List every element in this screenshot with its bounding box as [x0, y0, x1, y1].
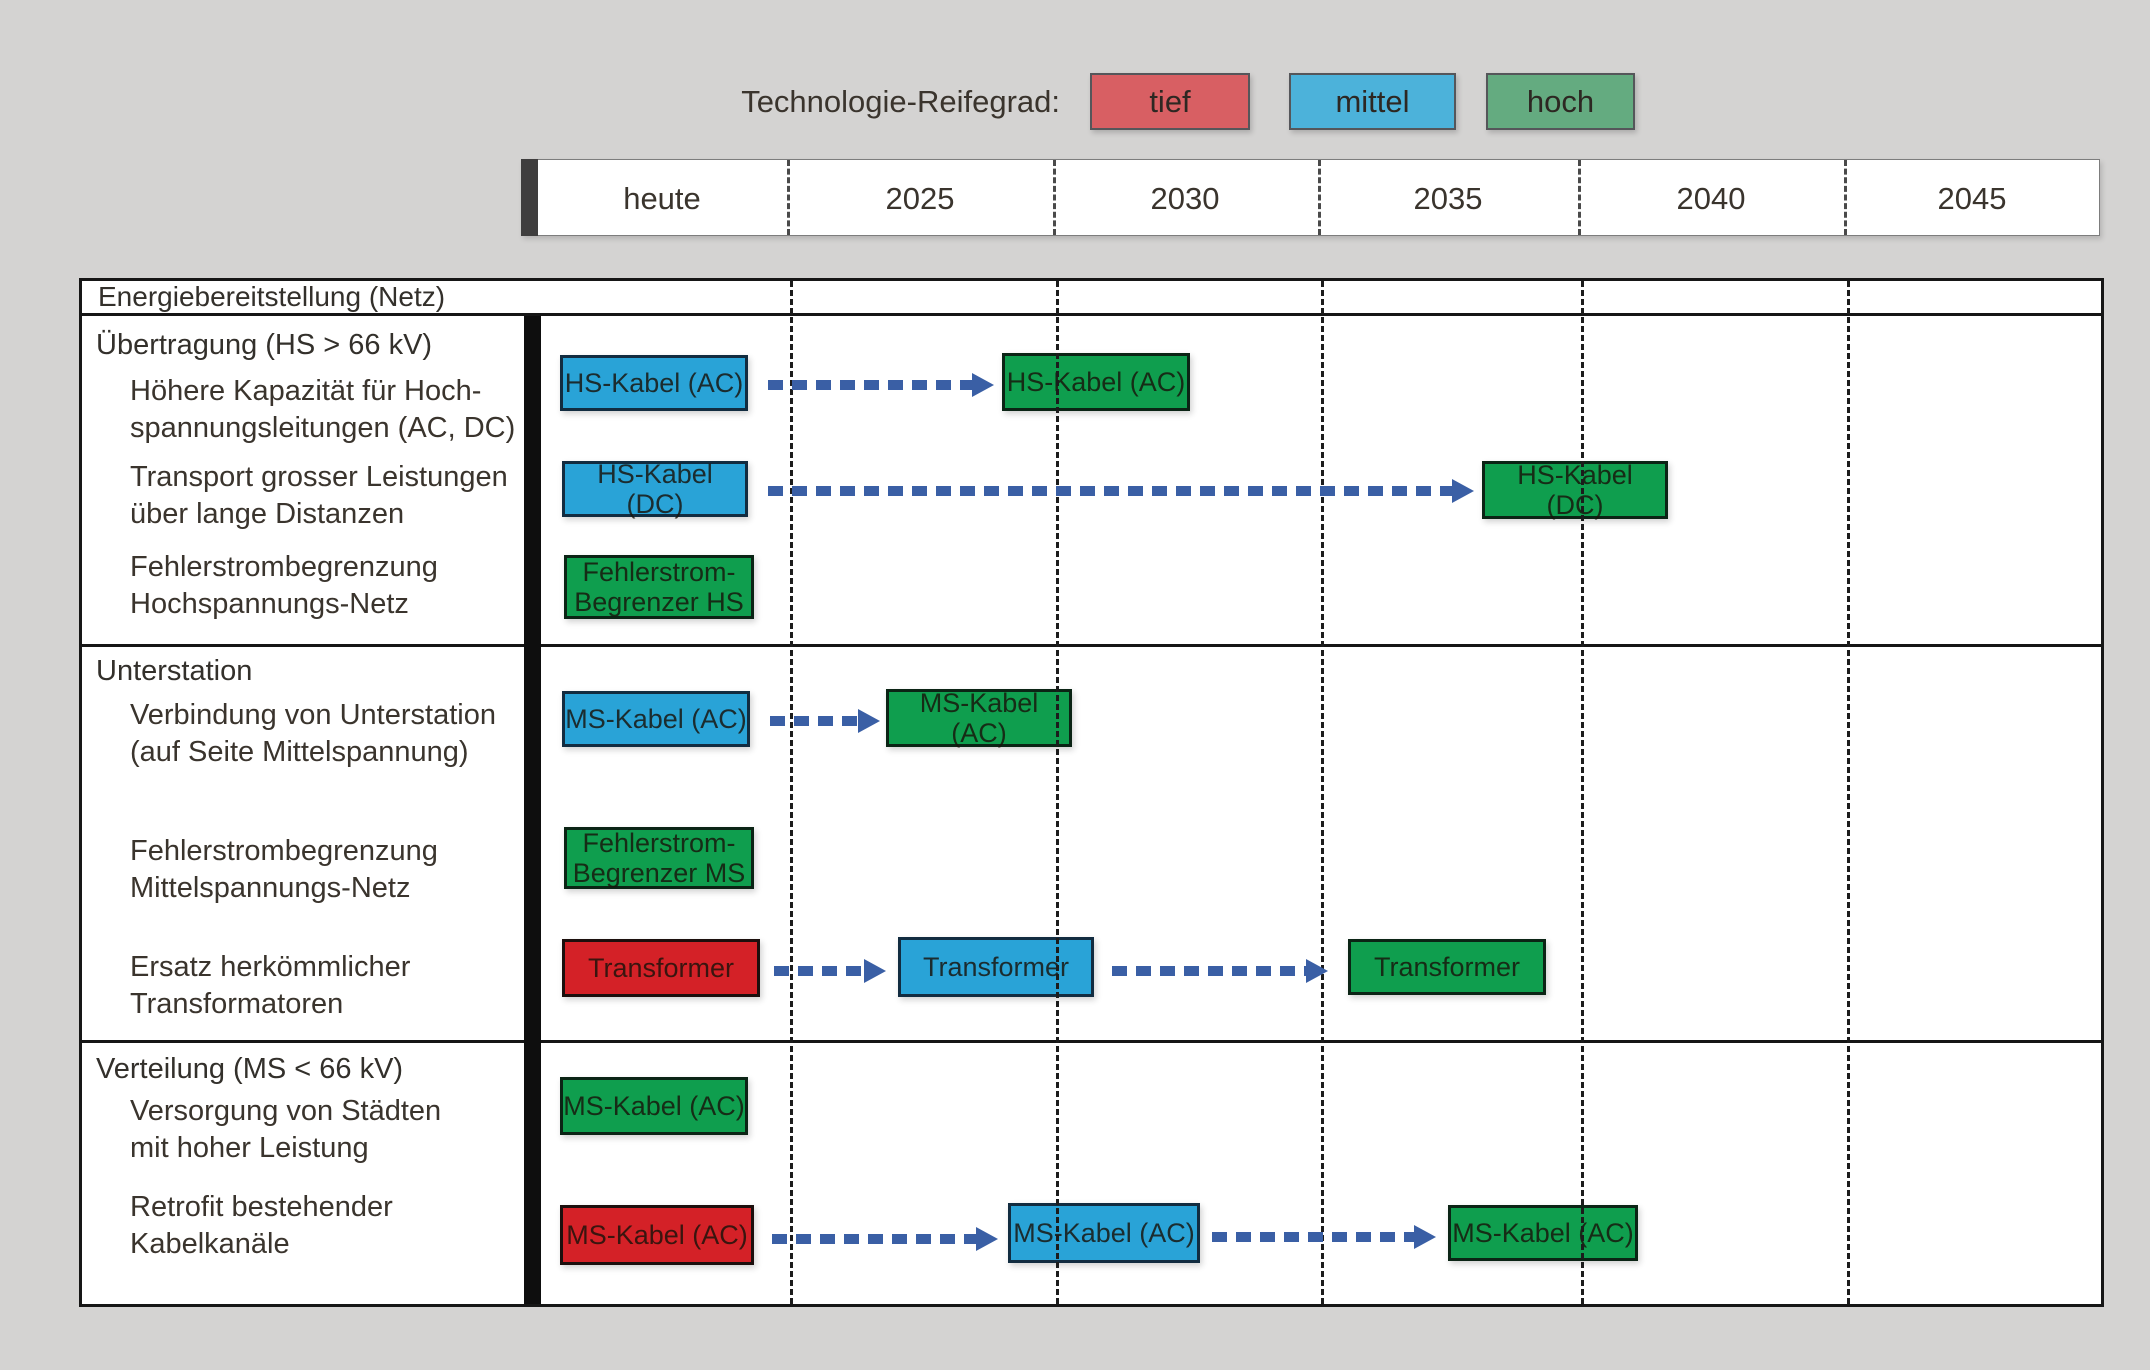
box-transformer-tief: Transformer	[562, 939, 760, 997]
arrow-retrofit-2	[1212, 1225, 1436, 1249]
row-label-fehlerstrom-ms: Fehlerstrombegrenzung Mittelspannungs-Ne…	[130, 835, 438, 905]
timeline-divider	[1318, 160, 1321, 235]
category-title: Energiebereitstellung (Netz)	[98, 281, 446, 312]
timeline-col-2045: 2045	[1937, 181, 2007, 216]
arrow-transformer-1	[774, 959, 886, 983]
box-hs-kabel-ac-hoch: HS-Kabel (AC)	[1002, 353, 1190, 411]
box-fehlerstrom-begrenzer-ms: Fehlerstrom- Begrenzer MS	[564, 827, 754, 889]
roadmap-table: Energiebereitstellung (Netz) Übertragung…	[79, 278, 2104, 1307]
timeline-col-2040: 2040	[1676, 181, 1746, 216]
timeline-col-2030: 2030	[1150, 181, 1220, 216]
box-ms-kabel-ac-tief-retrofit: MS-Kabel (AC)	[560, 1205, 754, 1265]
box-ms-kabel-ac-hoch-unterstation: MS-Kabel (AC)	[886, 688, 1072, 748]
legend-title: Technologie-Reifegrad:	[741, 84, 1060, 119]
timeline-header	[521, 159, 2100, 236]
timeline-col-heute: heute	[623, 181, 701, 216]
grid-line-2035	[1321, 281, 1324, 1304]
timeline-divider	[1578, 160, 1581, 235]
section-title-unterstation: Unterstation	[96, 655, 253, 687]
timeline-divider	[1053, 160, 1056, 235]
timeline-col-2025: 2025	[885, 181, 955, 216]
box-hs-kabel-dc-mittel: HS-Kabel (DC)	[562, 459, 748, 519]
timeline-divider	[787, 160, 790, 235]
box-hs-kabel-dc-hoch: HS-Kabel (DC)	[1482, 460, 1668, 520]
row-label-retrofit: Retrofit bestehender Kabelkanäle	[130, 1191, 393, 1261]
timeline-divider	[1844, 160, 1847, 235]
arrow-ms-kabel-ac-unterstation	[770, 709, 880, 733]
arrow-hs-kabel-ac	[768, 373, 994, 397]
timeline-col-2035: 2035	[1413, 181, 1483, 216]
section-title-uebertragung: Übertragung (HS > 66 kV)	[96, 329, 433, 361]
section-title-verteilung: Verteilung (MS < 66 kV)	[96, 1053, 404, 1085]
timeline-left-bar	[521, 159, 538, 236]
box-hs-kabel-ac-mittel: HS-Kabel (AC)	[560, 355, 748, 411]
grid-line-2025	[790, 281, 793, 1304]
legend-chip-tief: tief	[1090, 73, 1250, 130]
box-ms-kabel-ac-hoch-versorgung: MS-Kabel (AC)	[560, 1077, 748, 1135]
row-label-transport: Transport grosser Leistungen über lange …	[130, 461, 508, 531]
row-label-ersatz-transformatoren: Ersatz herkömmlicher Transformatoren	[130, 951, 411, 1021]
box-ms-kabel-ac-hoch-retrofit: MS-Kabel (AC)	[1448, 1205, 1638, 1261]
row-label-fehlerstrom-hs: Fehlerstrombegrenzung Hochspannungs-Netz	[130, 551, 438, 621]
arrow-transformer-2	[1112, 959, 1328, 983]
label-column-divider-bar	[524, 316, 541, 1304]
grid-line-2045	[1847, 281, 1850, 1304]
section-separator	[82, 644, 2101, 647]
box-fehlerstrom-begrenzer-hs: Fehlerstrom- Begrenzer HS	[564, 555, 754, 619]
box-transformer-hoch: Transformer	[1348, 939, 1546, 995]
box-ms-kabel-ac-mittel-retrofit: MS-Kabel (AC)	[1008, 1203, 1200, 1263]
arrow-retrofit-1	[772, 1227, 998, 1251]
arrow-hs-kabel-dc	[768, 479, 1474, 503]
row-label-versorgung: Versorgung von Städten mit hoher Leistun…	[130, 1095, 442, 1165]
box-transformer-mittel: Transformer	[898, 937, 1094, 997]
box-ms-kabel-ac-mittel-unterstation: MS-Kabel (AC)	[562, 691, 750, 747]
section-separator	[82, 1040, 2101, 1043]
category-row: Energiebereitstellung (Netz)	[82, 281, 2101, 316]
row-label-verbindung: Verbindung von Unterstation (auf Seite M…	[130, 699, 496, 769]
legend-chip-hoch: hoch	[1486, 73, 1635, 130]
row-label-hoehere-kapazitaet: Höhere Kapazität für Hoch- spannungsleit…	[130, 375, 516, 445]
grid-line-2030	[1056, 281, 1059, 1304]
grid-line-2040	[1581, 281, 1584, 1304]
legend-chip-mittel: mittel	[1289, 73, 1456, 130]
